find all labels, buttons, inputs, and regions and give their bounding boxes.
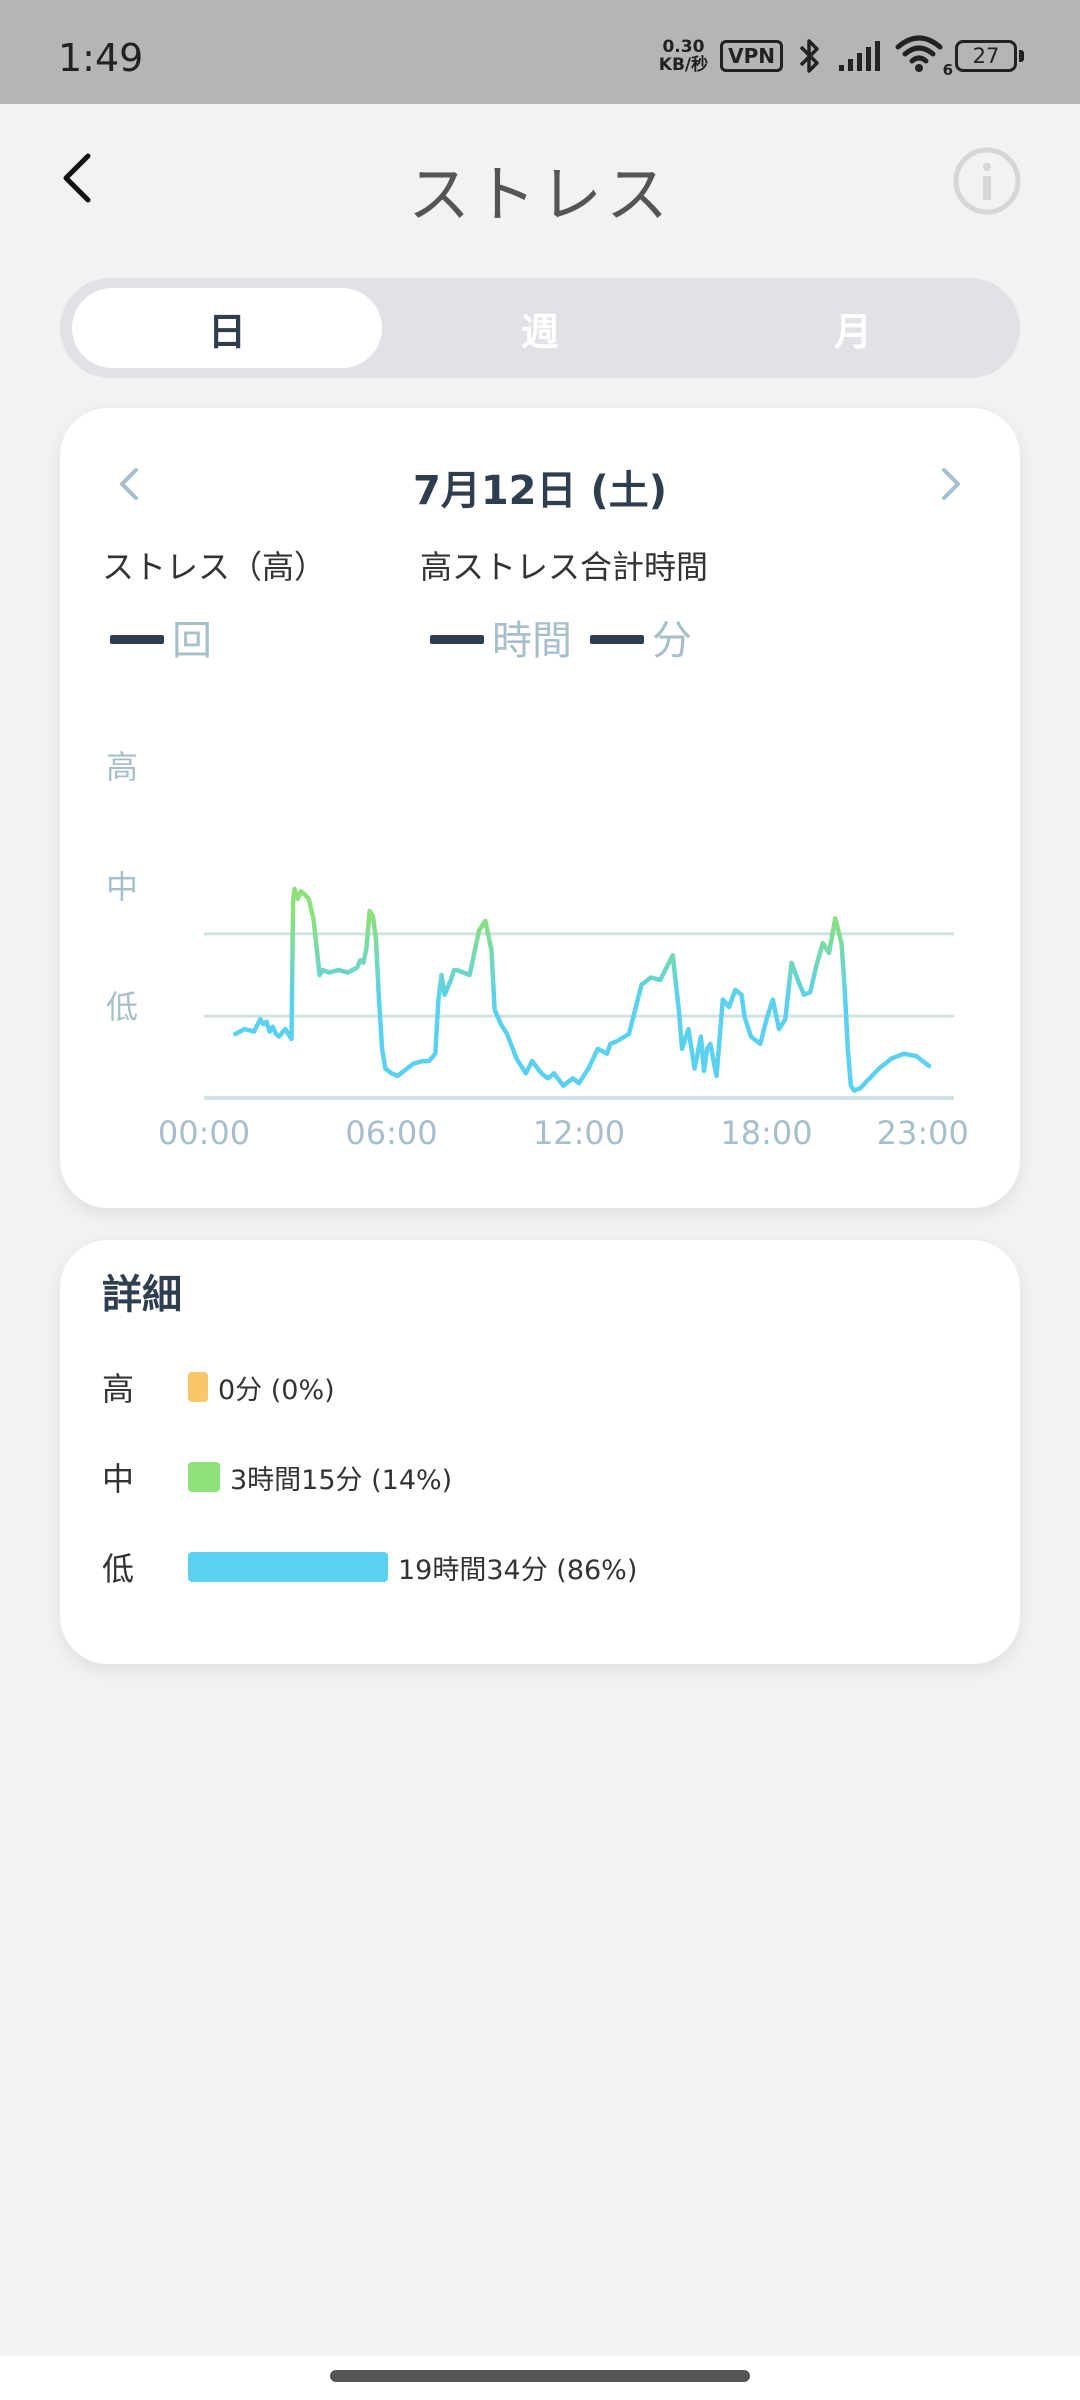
current-date: 7月12日 (土) [413, 468, 667, 514]
status-bar: 1:49 0.30 KB/秒 VPN 6 27 [0, 0, 1080, 104]
wifi-icon [895, 35, 943, 72]
y-tick-label: 高 [106, 748, 138, 786]
detail-bar-high [188, 1372, 208, 1402]
detail-row-low: 低 19時間34分 (86%) [102, 1542, 637, 1592]
x-tick-label: 18:00 [720, 1114, 812, 1152]
x-tick-label: 06:00 [345, 1114, 437, 1152]
detail-value: 19時間34分 (86%) [398, 1554, 638, 1586]
page-title: ストレス [407, 158, 672, 231]
y-tick-label: 中 [106, 868, 138, 906]
chevron-right-icon[interactable] [930, 462, 970, 506]
detail-level-label: 中 [102, 1460, 135, 1498]
empty-minutes-dash [590, 635, 644, 644]
battery-level: 27 [955, 40, 1017, 72]
detail-bar-low [188, 1552, 388, 1582]
detail-level-label: 高 [102, 1370, 135, 1408]
stress-summary-card: 7月12日 (土) ストレス（高） 高ストレス合計時間 回 時間 分 高中低 00… [60, 408, 1020, 1208]
hours-unit: 時間 [492, 618, 572, 664]
header: ストレス [0, 104, 1080, 254]
detail-value: 3時間15分 (14%) [230, 1464, 453, 1496]
minutes-unit: 分 [652, 618, 692, 664]
details-title: 詳細 [102, 1272, 182, 1318]
high-stress-count-value: 回 [110, 608, 222, 666]
home-indicator[interactable] [330, 2370, 750, 2382]
battery-tip [1019, 50, 1024, 62]
status-icons: 0.30 KB/秒 VPN 6 27 [659, 34, 1024, 79]
stress-series-line [233, 886, 932, 1093]
status-time: 1:49 [58, 36, 144, 80]
wifi-indicator: 6 [895, 35, 953, 79]
x-tick-label: 23:00 [877, 1114, 969, 1152]
vpn-icon: VPN [720, 40, 783, 72]
x-tick-label: 00:00 [158, 1114, 250, 1152]
detail-level-label: 低 [102, 1550, 135, 1588]
y-tick-label: 低 [106, 988, 138, 1026]
network-speed-value: 0.30 [662, 37, 705, 57]
x-tick-label: 12:00 [533, 1114, 625, 1152]
network-speed-unit: KB/秒 [658, 55, 709, 75]
empty-value-dash [110, 635, 164, 644]
detail-row-high: 高 0分 (0%) [102, 1362, 335, 1412]
tab-week[interactable]: 週 [520, 309, 559, 354]
high-stress-time-label: 高ストレス合計時間 [420, 548, 709, 586]
detail-value: 0分 (0%) [218, 1374, 335, 1406]
bluetooth-icon [799, 39, 819, 73]
detail-bar-mid [188, 1462, 220, 1492]
chevron-left-icon[interactable] [50, 148, 110, 208]
battery-icon: 27 [955, 40, 1024, 72]
detail-row-mid: 中 3時間15分 (14%) [102, 1452, 452, 1502]
details-card: 詳細 高 0分 (0%) 中 3時間15分 (14%) 低 19時間34分 (8… [60, 1240, 1020, 1664]
tab-month[interactable]: 月 [833, 309, 872, 354]
navigation-bar [0, 2356, 1080, 2400]
empty-hours-dash [430, 635, 484, 644]
date-navigator: 7月12日 (土) [60, 444, 1020, 524]
count-unit: 回 [172, 618, 212, 664]
period-tabs: 日 週 月 [60, 278, 1020, 378]
network-speed: 0.30 KB/秒 [659, 38, 708, 74]
info-icon[interactable] [952, 146, 1022, 216]
high-stress-count-label: ストレス（高） [102, 548, 327, 586]
chevron-left-icon[interactable] [110, 462, 150, 506]
high-stress-time-value: 時間 分 [430, 608, 702, 666]
tab-day[interactable]: 日 [72, 288, 382, 368]
cell-signal-icon [839, 41, 880, 71]
wifi-sub-label: 6 [942, 61, 953, 79]
stress-line-chart: 高中低 00:00 06:00 12:00 18:00 23:00 [106, 748, 969, 1152]
